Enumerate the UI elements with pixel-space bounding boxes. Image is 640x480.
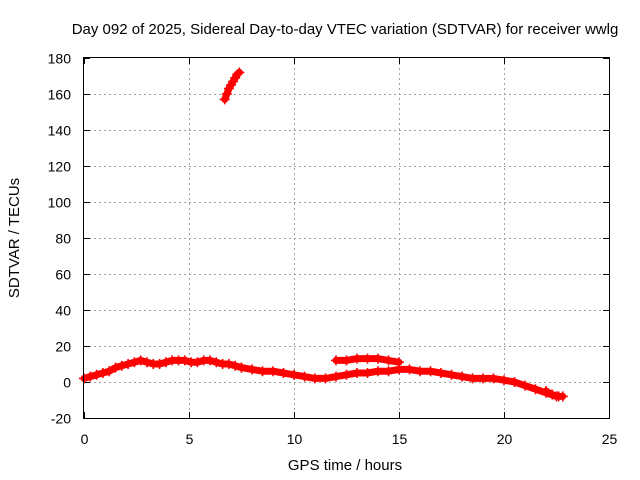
data-point bbox=[160, 357, 171, 368]
data-point bbox=[234, 67, 245, 78]
data-point bbox=[383, 355, 394, 366]
x-tick-label: 5 bbox=[186, 431, 194, 447]
data-point bbox=[110, 362, 121, 373]
grid-lines bbox=[84, 58, 609, 418]
data-point bbox=[205, 355, 215, 366]
data-point bbox=[289, 369, 299, 380]
data-point bbox=[236, 362, 247, 373]
data-point bbox=[91, 369, 102, 380]
y-tick-label: 60 bbox=[55, 267, 71, 283]
data-point bbox=[123, 359, 134, 369]
data-point bbox=[499, 375, 509, 386]
data-point bbox=[341, 369, 352, 380]
series-arc-4 bbox=[331, 353, 404, 368]
data-point bbox=[179, 355, 190, 366]
series-band bbox=[80, 356, 245, 382]
data-point bbox=[116, 360, 127, 371]
data-point bbox=[192, 357, 203, 368]
series-arc-3 bbox=[236, 362, 562, 402]
data-point bbox=[467, 373, 478, 384]
data-point bbox=[488, 373, 499, 384]
data-point bbox=[415, 366, 425, 377]
x-tick-label: 20 bbox=[497, 431, 513, 447]
y-tick-labels: -20 0 20 40 60 80 100 120 140 160 180 bbox=[48, 51, 72, 427]
data-point bbox=[352, 353, 362, 364]
data-point bbox=[223, 359, 234, 369]
x-tick-label: 10 bbox=[287, 431, 303, 447]
x-tick-labels: 0 5 10 15 20 25 bbox=[81, 431, 618, 447]
data-point bbox=[85, 371, 96, 382]
data-point bbox=[154, 359, 165, 369]
series-band bbox=[542, 387, 567, 400]
data-series bbox=[79, 67, 568, 402]
data-point bbox=[362, 353, 373, 364]
data-point bbox=[446, 369, 457, 380]
y-tick-label: 80 bbox=[55, 231, 71, 247]
chart-title: Day 092 of 2025, Sidereal Day-to-day VTE… bbox=[72, 21, 619, 38]
data-point bbox=[129, 357, 140, 368]
data-point bbox=[436, 368, 446, 378]
y-tick-label: 40 bbox=[55, 303, 71, 319]
data-point bbox=[211, 357, 222, 368]
series-arc-2 bbox=[219, 67, 245, 105]
data-point bbox=[520, 380, 530, 391]
data-point bbox=[221, 89, 232, 99]
data-point bbox=[362, 368, 373, 378]
data-point bbox=[135, 355, 146, 366]
data-point bbox=[142, 357, 152, 368]
data-point bbox=[104, 366, 115, 377]
data-point bbox=[478, 373, 488, 384]
data-point bbox=[299, 371, 310, 382]
y-tick-label: 100 bbox=[48, 195, 72, 211]
data-point bbox=[373, 353, 383, 364]
plot-frame bbox=[83, 57, 610, 419]
data-point bbox=[373, 366, 383, 377]
data-point bbox=[541, 386, 551, 396]
data-point bbox=[383, 366, 394, 377]
y-tick-label: 0 bbox=[63, 375, 71, 391]
data-point bbox=[320, 373, 331, 384]
y-tick-label: 160 bbox=[48, 87, 72, 103]
series-arc-1 bbox=[79, 355, 247, 384]
data-point bbox=[394, 357, 404, 368]
data-point bbox=[310, 373, 320, 384]
data-point bbox=[557, 391, 568, 402]
data-point bbox=[97, 368, 108, 378]
x-tick-label: 0 bbox=[81, 431, 89, 447]
x-tick-label: 25 bbox=[602, 431, 618, 447]
data-point bbox=[232, 69, 243, 80]
data-point bbox=[404, 364, 415, 375]
y-tick-label: 180 bbox=[48, 51, 72, 67]
data-point bbox=[341, 355, 352, 366]
y-tick-label: 120 bbox=[48, 159, 72, 175]
data-point bbox=[352, 368, 362, 378]
x-tick-label: 15 bbox=[392, 431, 408, 447]
data-point bbox=[457, 371, 467, 382]
data-point bbox=[219, 94, 230, 105]
data-point bbox=[425, 366, 436, 377]
data-point bbox=[331, 355, 341, 366]
data-point bbox=[331, 371, 341, 382]
data-point bbox=[530, 384, 541, 395]
x-axis-label: GPS time / hours bbox=[288, 457, 402, 474]
y-tick-label: -20 bbox=[51, 411, 71, 427]
data-point bbox=[247, 364, 257, 375]
y-tick-label: 140 bbox=[48, 123, 72, 139]
data-point bbox=[547, 389, 558, 400]
series-arc-5 bbox=[541, 386, 568, 402]
data-point bbox=[268, 366, 278, 377]
data-point bbox=[509, 377, 520, 387]
y-tick-label: 20 bbox=[55, 339, 71, 355]
data-point bbox=[278, 368, 289, 378]
y-axis-label: SDTVAR / TECUs bbox=[6, 178, 23, 298]
data-point bbox=[257, 366, 268, 377]
